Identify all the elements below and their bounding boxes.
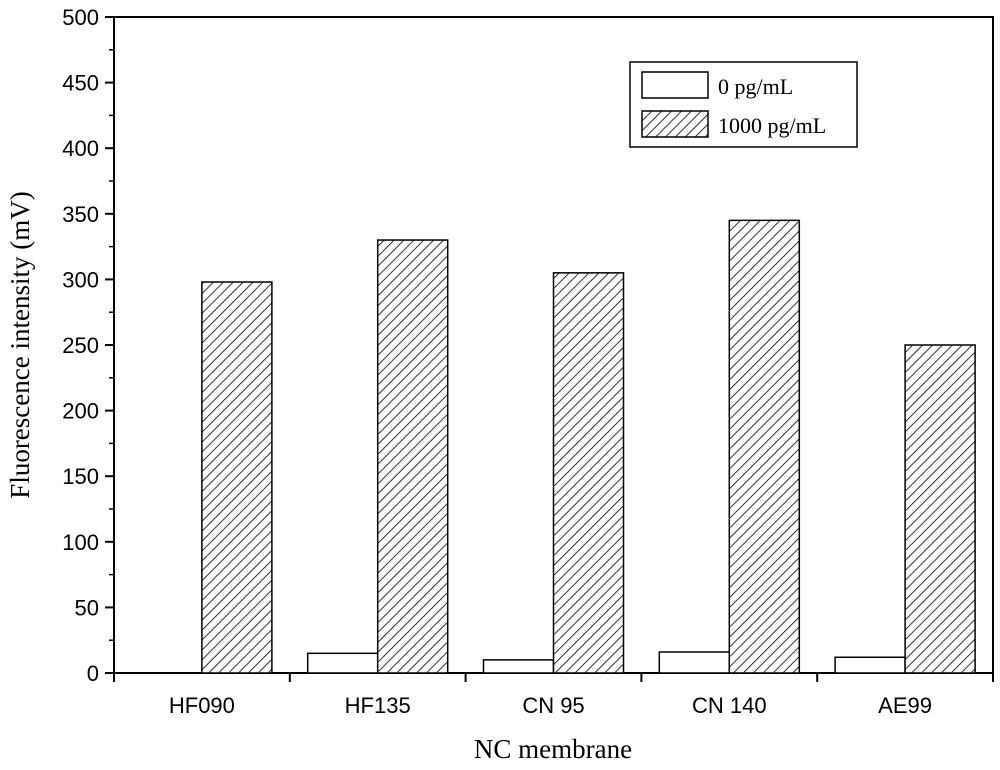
x-tick-label: HF090 bbox=[169, 693, 235, 718]
x-tick-label: CN 95 bbox=[522, 693, 584, 718]
legend-swatch-0 bbox=[641, 71, 709, 99]
y-tick-label: 100 bbox=[62, 530, 99, 555]
bar-sample-3 bbox=[728, 219, 801, 674]
y-tick-label: 0 bbox=[87, 661, 99, 686]
legend-label-0: 0 pg/mL bbox=[718, 74, 793, 99]
bar-sample-2 bbox=[552, 272, 625, 674]
bar-blank-3 bbox=[658, 651, 731, 674]
y-tick-label: 400 bbox=[62, 136, 99, 161]
bar-sample-4 bbox=[904, 344, 976, 674]
legend-label-1: 1000 pg/mL bbox=[718, 113, 826, 138]
y-tick-label: 50 bbox=[75, 595, 99, 620]
bars-group bbox=[201, 219, 976, 674]
legend: 0 pg/mL 1000 pg/mL bbox=[629, 61, 858, 148]
y-axis: 0 50 100 150 200 250 300 350 400 450 500 bbox=[62, 5, 114, 686]
y-axis-title: Fluorescence intensity (mV) bbox=[5, 191, 35, 498]
y-tick-label: 300 bbox=[62, 267, 99, 292]
x-tick-label: AE99 bbox=[878, 693, 932, 718]
y-tick-label: 150 bbox=[62, 464, 99, 489]
y-tick-label: 450 bbox=[62, 71, 99, 96]
bar-sample-1 bbox=[376, 239, 449, 674]
x-tick-label: HF135 bbox=[345, 693, 411, 718]
bar-blank-1 bbox=[306, 652, 379, 674]
bar-sample-0 bbox=[201, 281, 273, 674]
y-tick-label: 200 bbox=[62, 399, 99, 424]
x-axis-title: NC membrane bbox=[474, 734, 632, 764]
y-tick-label: 350 bbox=[62, 202, 99, 227]
bar-blank-4 bbox=[834, 656, 906, 674]
bar-blank-2 bbox=[482, 659, 555, 674]
y-tick-label: 500 bbox=[62, 5, 99, 30]
x-axis: HF090 HF135 CN 95 CN 140 AE99 bbox=[113, 673, 994, 718]
x-tick-label: CN 140 bbox=[692, 693, 767, 718]
y-tick-label: 250 bbox=[62, 333, 99, 358]
legend-swatch-1 bbox=[641, 110, 709, 138]
